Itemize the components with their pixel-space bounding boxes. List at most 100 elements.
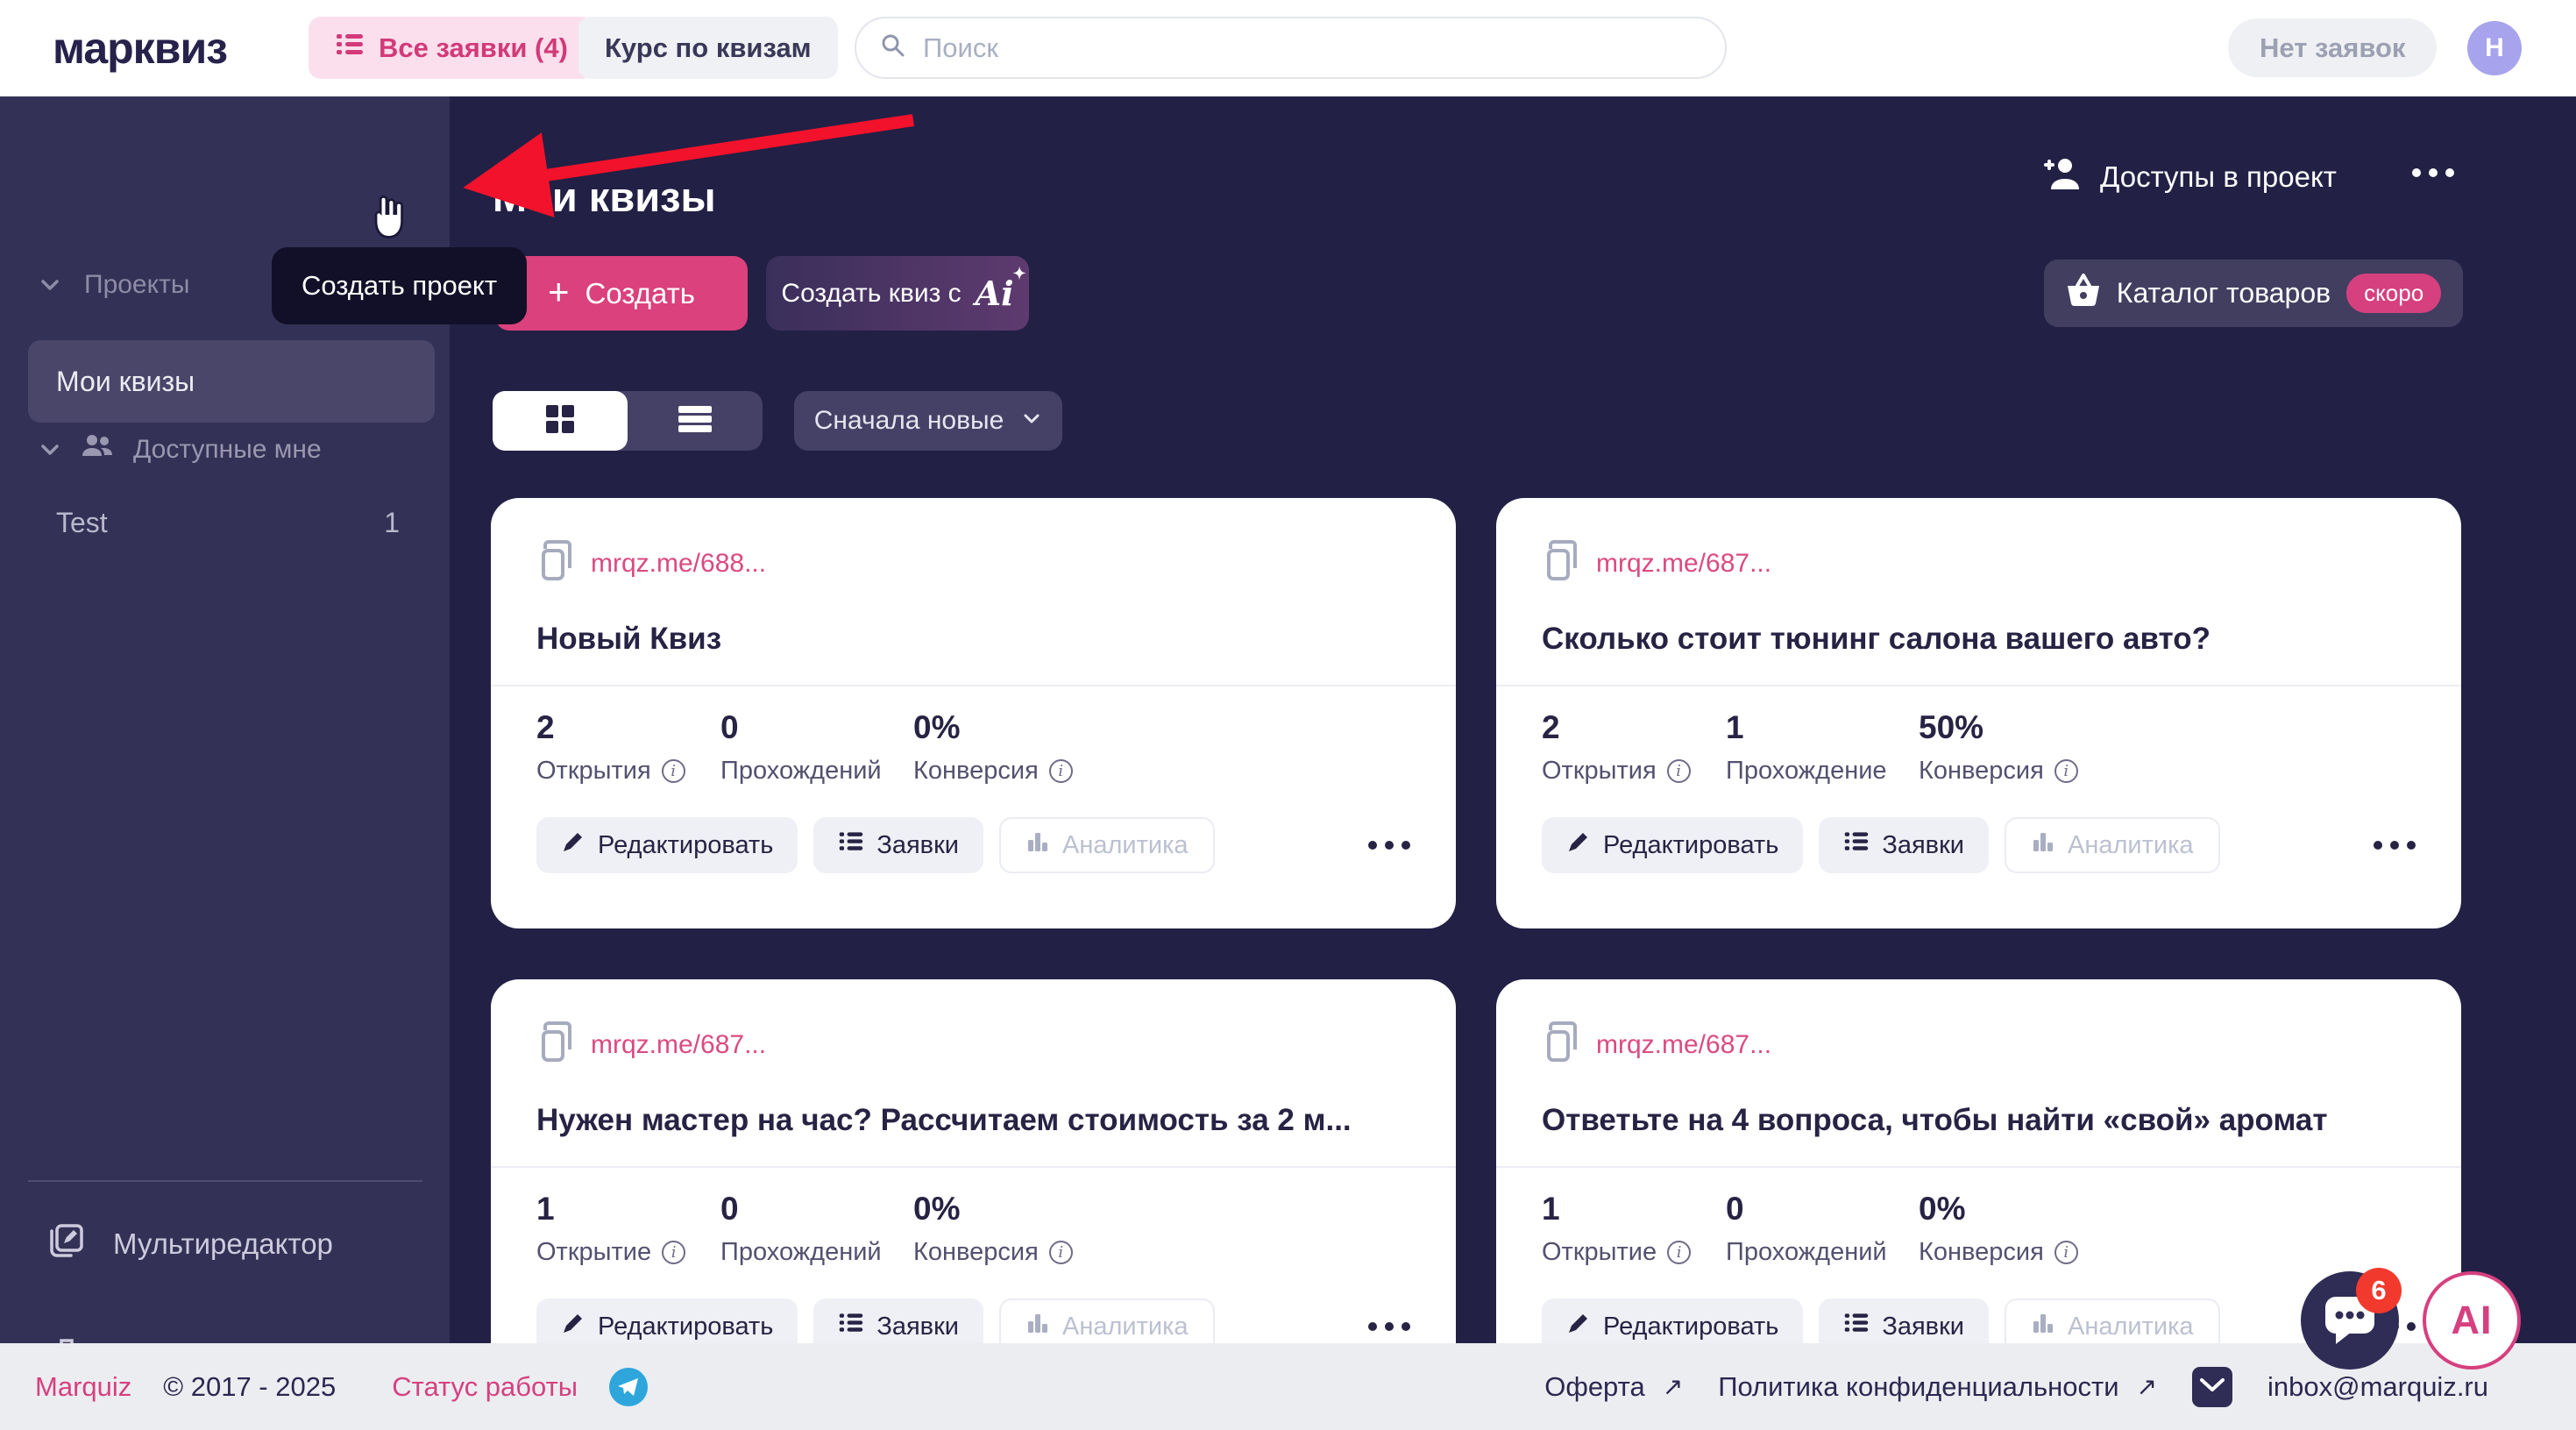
page-footer: Marquiz © 2017 - 2025 Статус работы Офер… [0,1343,2576,1430]
stat-value: 1 [1542,1191,1560,1227]
info-icon[interactable]: i [1667,1241,1692,1264]
project-access-button[interactable]: Доступы в проект [2042,156,2337,198]
analytics-button[interactable]: Аналитика [998,817,1215,873]
quiz-url-link[interactable]: mrqz.me/688... [591,548,767,578]
person-plus-icon [2042,156,2081,198]
telegram-icon[interactable] [609,1367,649,1406]
quiz-url-link[interactable]: mrqz.me/687... [591,1029,767,1059]
stat-label: Открытие [1542,1238,1657,1266]
page-title: Мои квизы [493,174,716,221]
edit-button[interactable]: Редактировать [1542,817,1804,873]
external-link-icon: ↗ [1662,1373,1684,1400]
sidebar-section-shared[interactable]: Доступные мне [39,433,322,466]
all-leads-button[interactable]: Все заявки (4) [309,17,594,79]
card-menu-icon[interactable] [1368,1322,1410,1331]
info-icon[interactable]: i [1048,1241,1073,1264]
stat-label: Конверсия [913,757,1039,785]
sidebar-item-my-quizzes[interactable]: Мои квизы [28,340,435,423]
ai-fab-label: AI [2451,1298,2493,1342]
email-link[interactable]: inbox@marquiz.ru [2267,1370,2488,1402]
pencil-icon [561,829,585,861]
stat-value: 2 [1542,709,1560,745]
view-toggle [493,391,763,451]
quiz-title[interactable]: Нужен мастер на час? Рассчитаем стоимост… [536,1103,1352,1137]
copy-link-icon[interactable] [536,540,575,587]
edit-button[interactable]: Редактировать [536,817,798,873]
stat-value: 0 [720,1191,739,1227]
quiz-title[interactable]: Ответьте на 4 вопроса, чтобы найти «свой… [1542,1103,2328,1137]
project-count: 1 [384,507,400,538]
quiz-card-grid: mrqz.me/688... Новый Квиз 2 Открытия i 0 … [491,498,2461,1410]
sidebar-item-test-project[interactable]: Test 1 [56,507,400,539]
create-label: Создать [585,276,695,309]
stat-label: Конверсия [1919,757,2044,785]
email-icon [2191,1366,2232,1407]
stat-label: Прохождений [720,1238,882,1266]
no-leads-label: Нет заявок [2260,32,2406,63]
create-quiz-ai-button[interactable]: Создать квиз с Ai ✦ [766,256,1029,331]
leads-button[interactable]: Заявки [1819,817,1989,873]
search-icon [879,32,907,64]
chevron-down-icon [39,274,61,296]
pencil-icon [1566,1311,1591,1342]
quiz-card: mrqz.me/687... Сколько стоит тюнинг сало… [1496,498,2461,928]
product-catalog-button[interactable]: Каталог товаров скоро [2044,260,2463,327]
stat-value: 50% [1919,709,1984,745]
create-quiz-button[interactable]: + Создать [495,256,748,331]
footer-copyright: © 2017 - 2025 [163,1370,337,1402]
info-icon[interactable]: i [662,1241,686,1264]
sort-dropdown[interactable]: Сначала новые [794,391,1062,451]
info-icon[interactable]: i [1666,759,1691,783]
stat-label: Открытие [536,1238,652,1266]
info-icon[interactable]: i [1048,759,1073,783]
info-icon[interactable]: i [2054,759,2078,783]
project-menu-icon[interactable] [2412,168,2454,177]
copy-link-icon[interactable] [1542,1021,1580,1068]
quiz-url-link[interactable]: mrqz.me/687... [1596,548,1772,578]
quiz-title[interactable]: Новый Квиз [536,622,722,656]
analytics-button[interactable]: Аналитика [2004,817,2220,873]
sidebar-divider [28,1180,422,1182]
create-project-tooltip: Создать проект [272,247,528,324]
offer-link[interactable]: Оферта [1544,1370,1645,1402]
avatar-initial: Н [2485,33,2504,62]
project-name: Test [56,507,108,538]
privacy-link[interactable]: Политика конфиденциальности [1718,1370,2119,1402]
copy-link-icon[interactable] [536,1021,575,1068]
basket-icon [2066,273,2101,314]
card-menu-icon[interactable] [1368,841,1410,850]
footer-brand-link[interactable]: Marquiz [35,1370,132,1402]
status-link[interactable]: Статус работы [392,1370,578,1402]
ai-assistant-button[interactable]: AI [2423,1271,2521,1370]
chevron-down-icon [1021,406,1042,436]
leads-button[interactable]: Заявки [813,817,983,873]
quiz-stats: 2 Открытия i 1 Прохождение 50% Конверсия i [1542,709,2416,786]
info-icon[interactable]: i [2054,1241,2078,1264]
info-icon[interactable]: i [661,759,685,783]
external-link-icon: ↗ [2136,1373,2157,1400]
user-avatar[interactable]: Н [2467,21,2522,75]
card-menu-icon[interactable] [2374,841,2416,850]
ai-icon: Ai ✦ [975,265,1026,313]
stat-value: 0% [913,1191,961,1227]
list-view-button[interactable] [628,391,763,451]
quiz-course-button[interactable]: Курс по квизам [578,17,838,79]
stat-value: 0% [913,709,961,745]
grid-view-button[interactable] [493,391,628,451]
quiz-card: mrqz.me/687... Нужен мастер на час? Расс… [491,979,1456,1410]
grid-view-icon [544,403,576,439]
quiz-card: mrqz.me/687... Ответьте на 4 вопроса, чт… [1496,979,2461,1410]
copy-link-icon[interactable] [1542,540,1580,587]
search-input[interactable] [921,31,1702,65]
stat-value: 2 [536,709,555,745]
stat-label: Открытия [536,757,651,785]
quiz-url-link[interactable]: mrqz.me/687... [1596,1029,1772,1059]
marquiz-logo[interactable]: марквиз [53,24,228,73]
no-leads-button[interactable]: Нет заявок [2228,18,2438,77]
quiz-stats: 2 Открытия i 0 Прохождений 0% Конверсия i [536,709,1410,786]
quiz-title[interactable]: Сколько стоит тюнинг салона вашего авто? [1542,622,2211,656]
shared-label: Доступные мне [133,435,322,464]
sidebar-item-multieditor[interactable]: Мультиредактор [46,1220,333,1268]
projects-section-header[interactable]: Проекты [39,270,189,300]
